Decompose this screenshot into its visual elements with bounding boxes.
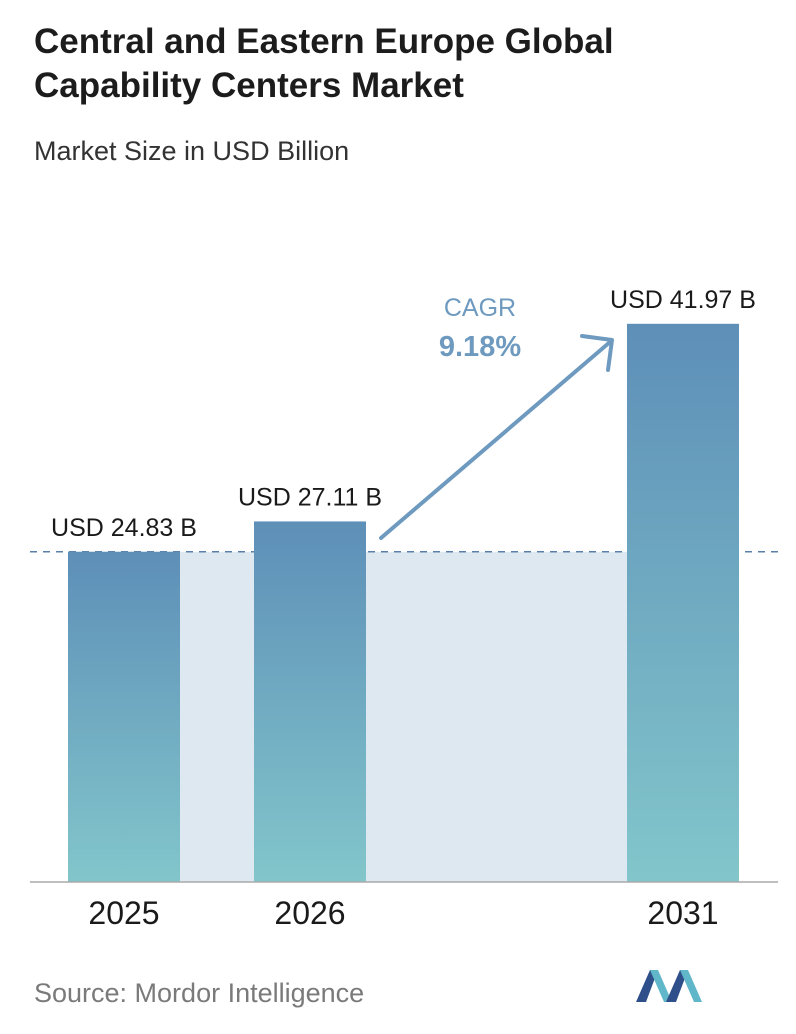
bar-2026 [254, 521, 366, 882]
tick-label-2025: 2025 [88, 895, 159, 931]
cagr-annotation: CAGR 9.18% [379, 294, 614, 540]
value-label-2025: USD 24.83 B [51, 514, 197, 542]
bars-group [68, 323, 739, 882]
tick-label-2031: 2031 [647, 895, 718, 931]
value-label-2031: USD 41.97 B [610, 286, 756, 314]
bar-2025 [68, 551, 180, 882]
x-tick-labels-group: 2025 2026 2031 [88, 895, 718, 931]
chart-title: Central and Eastern Europe Global Capabi… [34, 22, 614, 105]
value-labels-group: USD 24.83 B USD 27.11 B USD 41.97 B [51, 286, 756, 542]
chart-subtitle: Market Size in USD Billion [34, 136, 350, 166]
source-note: Source: Mordor Intelligence [34, 978, 365, 1008]
cagr-value: 9.18% [439, 331, 521, 363]
cagr-arrow-icon [379, 334, 614, 540]
cagr-label: CAGR [444, 294, 516, 322]
mordor-intelligence-logo-icon [636, 970, 702, 1002]
value-label-2026: USD 27.11 B [238, 483, 382, 511]
bar-2031 [627, 323, 739, 882]
tick-label-2026: 2026 [274, 895, 345, 931]
